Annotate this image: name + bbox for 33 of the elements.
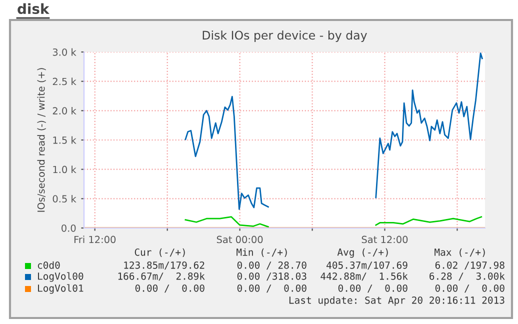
- y-axis-title: IOs/second read (-) / write (+): [37, 68, 46, 212]
- x-tick-label: Fri 12:00: [74, 236, 116, 244]
- text: Max (-/+): [434, 248, 485, 257]
- y-tick-label: 0.5 k: [52, 194, 76, 202]
- legend-label: LogVol01: [38, 284, 84, 294]
- legend-label: LogVol00: [38, 272, 84, 282]
- text: 166.67m/ 2.89k: [118, 272, 205, 281]
- chart-title: Disk IOs per device - by day: [202, 30, 367, 42]
- text: 0.00 / 28.70: [237, 261, 306, 270]
- x-tick-label: Sat 12:00: [362, 236, 408, 244]
- text: disk: [18, 3, 50, 14]
- text: 6.02 /197.98: [435, 261, 504, 270]
- y-tick-label: 2.0 k: [52, 106, 76, 114]
- legend-label: c0d0: [38, 261, 60, 269]
- text: Avg (-/+): [337, 248, 388, 258]
- text: 123.85m/179.62: [124, 261, 204, 270]
- text: Last update: Sat Apr 20 20:16:11 2013: [289, 296, 504, 306]
- y-tick-label: 1.0 k: [53, 166, 76, 174]
- text: 0.00 / 0.00: [237, 284, 306, 293]
- text: 442.88m/ 1.56k: [320, 272, 408, 281]
- text: 0.00 /318.03: [237, 272, 306, 281]
- x-tick-label: Sat 00:00: [216, 236, 263, 244]
- text: Min (-/+): [236, 248, 287, 257]
- text: 0.00 / 0.00: [435, 284, 504, 293]
- text: 6.28 / 3.00k: [430, 272, 505, 281]
- y-tick-label: 0.0: [62, 224, 76, 232]
- y-tick-label: 2.5 k: [52, 78, 76, 86]
- text: 405.37m/107.69: [326, 261, 408, 270]
- y-tick-label: 1.5 k: [53, 136, 76, 144]
- text: Cur (-/+): [134, 248, 185, 257]
- y-tick-label: 3.0 k: [52, 48, 76, 56]
- text: 0.00 / 0.00: [338, 284, 408, 293]
- text: 0.00 / 0.00: [135, 284, 204, 293]
